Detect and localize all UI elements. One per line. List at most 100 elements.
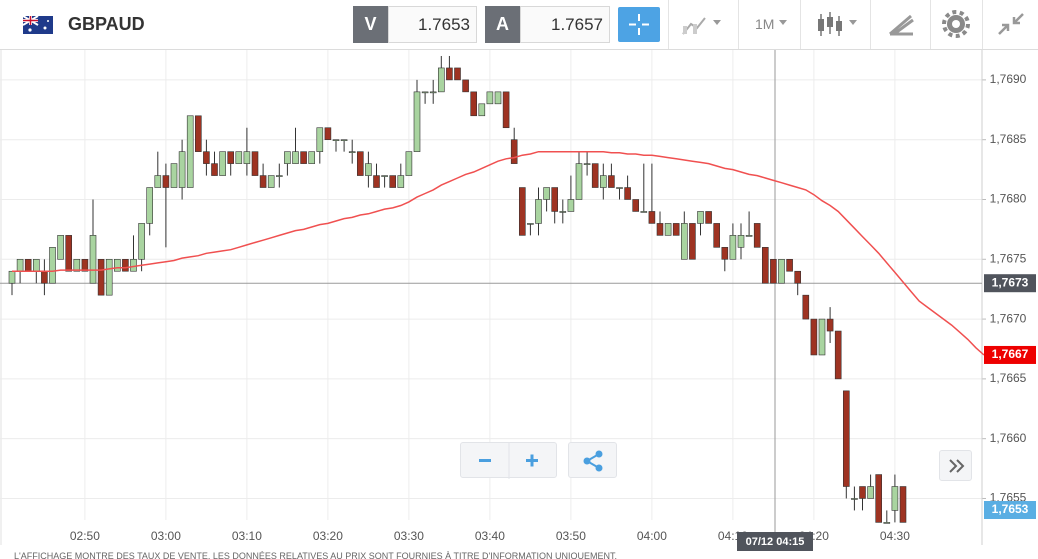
candle-body [308, 151, 316, 164]
candle-body [842, 390, 850, 487]
candle-body [462, 79, 469, 93]
candle-body [429, 91, 437, 94]
share-button[interactable] [568, 442, 617, 478]
candle-body [567, 199, 575, 212]
candle-body [8, 270, 16, 284]
zoom-in-button[interactable] [526, 454, 538, 467]
candle-body [867, 486, 874, 499]
candle-body [162, 175, 170, 188]
candle-body [632, 199, 640, 212]
crosshair-time-label: 07/12 04:15 [746, 536, 805, 548]
candle-body [786, 258, 793, 272]
candle-body [883, 522, 891, 524]
candle-body [810, 318, 818, 356]
candle-body [251, 151, 259, 176]
last-price-label-box [984, 501, 1036, 519]
candle-body [178, 151, 186, 188]
x-tick-label: 04:00 [637, 529, 667, 543]
candle-body [527, 223, 534, 225]
settings-button[interactable] [930, 0, 982, 49]
candle-body [130, 258, 137, 272]
candle-body [770, 258, 777, 284]
candle-body [348, 151, 356, 153]
candle-body [292, 151, 299, 164]
ma-last-label-box [984, 345, 1036, 364]
candle-body [138, 223, 145, 260]
candle-body [713, 223, 721, 248]
candle-body [105, 258, 113, 296]
candle-body [721, 247, 729, 260]
candle-body [851, 498, 858, 500]
ask-label[interactable]: A [485, 6, 520, 43]
candle-body [502, 91, 510, 129]
candle-body [559, 211, 567, 213]
candle-body [697, 211, 704, 224]
candle-body [267, 175, 275, 188]
candle-body [729, 235, 737, 260]
candle-body [737, 235, 745, 248]
x-tick-label: 03:00 [151, 529, 181, 543]
candle-body [454, 67, 461, 81]
candle-body [899, 486, 907, 523]
candle-body [332, 139, 340, 141]
candle-body [413, 91, 421, 152]
x-tick-label: 02:50 [70, 529, 100, 543]
y-tick-label: 1,7685 [990, 132, 1027, 146]
candle-body [300, 151, 307, 164]
candle-body [284, 151, 291, 164]
candle-body [243, 151, 251, 164]
candle-body [656, 223, 664, 236]
candle-body [826, 318, 834, 332]
candle-body [794, 270, 802, 284]
candle-body [389, 175, 397, 188]
bid-price: 1.7653 [388, 6, 477, 43]
candle-body [211, 163, 218, 176]
candle-body [446, 67, 453, 81]
scroll-right-button[interactable] [939, 450, 972, 481]
candle-body [114, 258, 121, 272]
bid-label[interactable]: V [353, 6, 388, 43]
candle-body [89, 235, 97, 284]
candle-body [437, 67, 445, 93]
y-tick-label: 1,7680 [990, 192, 1027, 206]
collapse-button[interactable] [982, 0, 1038, 49]
candle-body [510, 139, 518, 164]
disclaimer: L'AFFICHAGE MONTRE DES TAUX DE VENTE. LE… [14, 551, 618, 559]
drawing-button[interactable] [870, 0, 930, 49]
candle-body [81, 258, 89, 272]
candle-body [891, 486, 899, 511]
candle-body [478, 103, 486, 117]
candle-body [834, 330, 842, 380]
candle-body [24, 258, 32, 272]
timeframe-button[interactable]: 1M [738, 0, 800, 49]
candle-body [672, 223, 680, 236]
x-tick-label: 03:20 [313, 529, 343, 543]
candle-body [41, 270, 48, 284]
candle-body [648, 211, 656, 224]
candle-body [57, 235, 64, 260]
candle-body [518, 187, 526, 236]
candle-body [616, 187, 623, 189]
candle-style-button[interactable] [800, 0, 870, 49]
ask-price: 1.7657 [520, 6, 610, 43]
candle-body [802, 294, 810, 320]
y-tick-label: 1,7690 [990, 72, 1027, 86]
x-tick-label: 04:30 [880, 529, 910, 543]
candle-body [97, 258, 105, 296]
candle-body [73, 258, 81, 272]
chart-type-button[interactable] [668, 0, 738, 49]
candle-body [365, 163, 372, 176]
y-tick-label: 1,7670 [990, 311, 1027, 325]
candle-body [122, 258, 129, 272]
candle-body [146, 187, 153, 224]
crosshair-button[interactable] [618, 7, 660, 42]
y-tick-label: 1,7660 [990, 431, 1027, 445]
candle-body [324, 127, 332, 140]
candle-body [259, 175, 267, 188]
candle-body [640, 211, 648, 213]
candle-body [373, 175, 380, 188]
candle-body [575, 163, 583, 200]
crosshair-price-label-box [984, 274, 1036, 293]
candle-body [761, 247, 769, 284]
